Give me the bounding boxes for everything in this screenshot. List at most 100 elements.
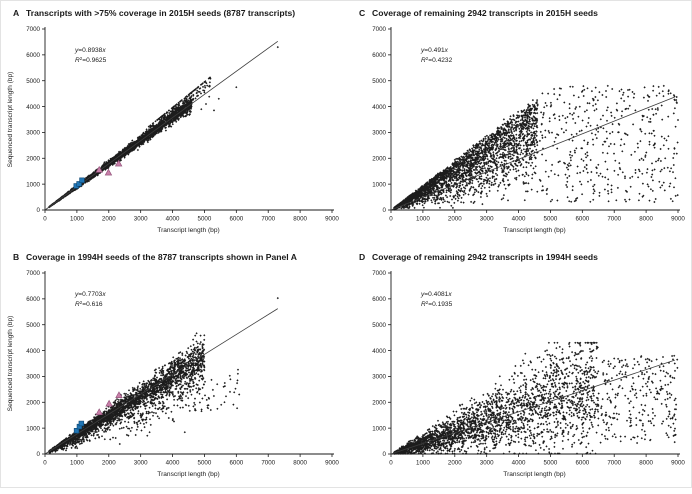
x-tick-label: 0 [43, 216, 47, 223]
panel-c-letter: C [359, 8, 366, 18]
y-tick-label: 4000 [26, 104, 40, 111]
panel-c-chart: 0 1000 2000 3000 4000 5000 6000 7000 8000 9000 0 10… [372, 26, 685, 234]
y-tick-label: 6000 [372, 296, 386, 303]
panel-c: C Coverage of remaining 2942 transcripts … [347, 1, 692, 245]
y-tick-label: 7000 [372, 26, 386, 33]
blue-square-marker [76, 181, 82, 187]
x-tick-label: 6000 [229, 460, 243, 467]
y-tick-label: 7000 [26, 26, 40, 33]
y-tick-label: 5000 [372, 322, 386, 329]
highlight-pink-triangles [95, 159, 123, 176]
scatter-points [393, 341, 679, 455]
pink-triangle-marker [115, 391, 123, 398]
panel-d-title: Coverage of remaining 2942 transcripts i… [372, 252, 598, 262]
axis-ticks: 0 1000 2000 3000 4000 5000 6000 7000 8000 9000 0 10… [372, 270, 685, 466]
highlight-blue-squares [73, 420, 85, 434]
x-tick-label: 1000 [70, 216, 84, 223]
r-squared-text: R2=0.1935 [421, 300, 453, 308]
x-tick-label: 6000 [575, 216, 589, 223]
highlight-blue-squares [73, 177, 85, 189]
panel-c-title-row: C Coverage of remaining 2942 transcripts … [347, 1, 692, 24]
y-tick-label: 5000 [372, 78, 386, 85]
x-tick-label: 2000 [102, 460, 116, 467]
y-tick-label: 2000 [26, 399, 40, 406]
x-tick-label: 2000 [448, 460, 462, 467]
panel-b-title: Coverage in 1994H seeds of the 8787 tran… [26, 252, 297, 262]
x-tick-label: 0 [389, 216, 393, 223]
x-tick-label: 9000 [325, 216, 339, 223]
y-tick-label: 6000 [26, 52, 40, 59]
y-tick-label: 4000 [372, 104, 386, 111]
panel-d-letter: D [359, 252, 366, 262]
trendline [390, 96, 675, 211]
y-tick-label: 2000 [372, 155, 386, 162]
x-tick-label: 1000 [70, 460, 84, 467]
x-axis-title: Transcript length (bp) [503, 227, 565, 234]
y-tick-label: 7000 [372, 270, 386, 277]
axis-ticks: 0 1000 2000 3000 4000 5000 6000 7000 8000 9000 0 10… [372, 26, 685, 222]
y-tick-label: 3000 [372, 374, 386, 381]
y-axis-title: Sequenced transcript length (bp) [7, 72, 14, 168]
blue-square-marker [73, 428, 80, 434]
y-tick-label: 1000 [26, 181, 40, 188]
scatter-points [48, 46, 279, 209]
highlight-pink-triangles [95, 391, 123, 416]
y-tick-label: 0 [37, 451, 41, 458]
y-tick-label: 4000 [26, 348, 40, 355]
y-tick-label: 5000 [26, 322, 40, 329]
x-tick-label: 9000 [325, 460, 339, 467]
y-tick-label: 1000 [372, 425, 386, 432]
pink-triangle-marker [95, 165, 103, 173]
y-tick-label: 0 [383, 207, 387, 214]
x-tick-label: 8000 [639, 460, 653, 467]
r-squared-text: R2=0.616 [75, 300, 103, 308]
panel-d-title-row: D Coverage of remaining 2942 transcripts … [347, 245, 692, 268]
scatter-points [393, 84, 680, 211]
panel-b-chart: 0 1000 2000 3000 4000 5000 6000 7000 8000 9000 0 10… [7, 270, 339, 478]
x-tick-label: 4000 [512, 216, 526, 223]
panel-a-chart: 0 1000 2000 3000 4000 5000 6000 7000 8000 9000 0 10… [7, 26, 339, 234]
r-squared-text: R2=0.4232 [421, 56, 453, 64]
panel-b: B Coverage in 1994H seeds of the 8787 tra… [1, 245, 347, 489]
x-tick-label: 7000 [607, 460, 621, 467]
x-tick-label: 6000 [229, 216, 243, 223]
y-tick-label: 5000 [26, 78, 40, 85]
y-tick-label: 3000 [26, 130, 40, 137]
x-axis-title: Transcript length (bp) [157, 471, 219, 478]
x-tick-label: 4000 [512, 460, 526, 467]
x-tick-label: 3000 [480, 216, 494, 223]
panel-d: D Coverage of remaining 2942 transcripts … [347, 245, 692, 489]
y-tick-label: 1000 [372, 181, 386, 188]
y-tick-label: 3000 [372, 130, 386, 137]
panel-b-title-row: B Coverage in 1994H seeds of the 8787 tra… [1, 245, 347, 268]
x-tick-label: 4000 [166, 216, 180, 223]
panel-a-letter: A [13, 8, 20, 18]
x-tick-label: 7000 [261, 216, 275, 223]
trendline [44, 308, 279, 455]
x-tick-label: 5000 [544, 460, 558, 467]
equation-text: y=0.4081x [420, 291, 452, 298]
y-tick-label: 3000 [26, 374, 40, 381]
y-tick-label: 1000 [26, 425, 40, 432]
x-tick-label: 5000 [198, 460, 212, 467]
equation-text: y=0.491x [420, 47, 449, 54]
y-tick-label: 2000 [26, 155, 40, 162]
x-axis-title: Transcript length (bp) [157, 227, 219, 234]
y-tick-label: 6000 [26, 296, 40, 303]
x-tick-label: 5000 [198, 216, 212, 223]
x-tick-label: 4000 [166, 460, 180, 467]
panel-d-chart: 0 1000 2000 3000 4000 5000 6000 7000 8000 9000 0 10… [372, 270, 685, 478]
blue-square-marker [78, 420, 85, 427]
x-tick-label: 2000 [102, 216, 116, 223]
equation-text: y=0.8938x [74, 47, 106, 54]
x-tick-label: 3000 [480, 460, 494, 467]
x-tick-label: 0 [389, 460, 393, 467]
y-tick-label: 0 [37, 207, 41, 214]
y-tick-label: 2000 [372, 399, 386, 406]
trendline [390, 359, 675, 455]
x-tick-label: 7000 [607, 216, 621, 223]
x-tick-label: 6000 [575, 460, 589, 467]
pink-triangle-marker [114, 159, 123, 167]
blue-square-marker [79, 177, 85, 183]
